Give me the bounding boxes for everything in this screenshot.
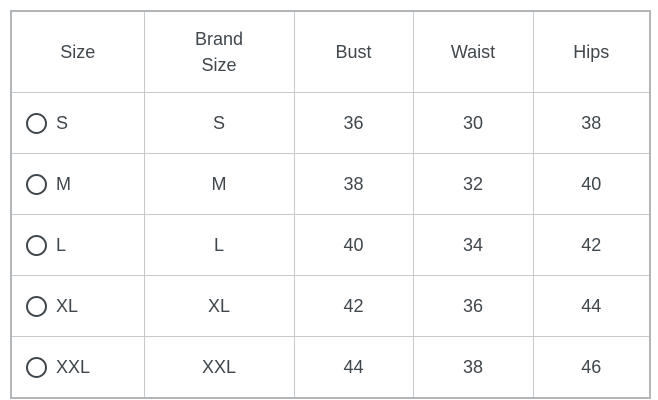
size-option-s[interactable]: S [26,112,143,134]
column-header-brand-size-label: Brand Size [194,28,244,75]
table-row-xl: XL XL 42 36 44 [10,275,651,337]
brand-size-cell: S [143,92,295,154]
size-option-xl[interactable]: XL [26,295,143,317]
size-option-label: S [56,112,69,133]
size-cell-s: S [10,92,145,154]
column-header-hips-label: Hips [573,41,610,62]
size-option-label: M [56,173,71,194]
hips-cell: 38 [532,92,651,154]
size-chart: Size Brand Size Bust Waist Hips S S 36 3… [10,10,651,399]
size-cell-m: M [10,153,145,215]
size-radio-xxl[interactable] [26,356,47,378]
size-option-l[interactable]: L [26,234,143,256]
column-header-bust: Bust [293,10,414,93]
size-chart-table: Size Brand Size Bust Waist Hips S S 36 3… [10,10,651,399]
table-row-l: L L 40 34 42 [10,214,651,276]
header-row: Size Brand Size Bust Waist Hips [10,10,651,93]
hips-cell: 42 [532,214,651,276]
brand-size-cell: XXL [143,336,295,399]
brand-size-cell: M [143,153,295,215]
bust-cell: 42 [293,275,414,337]
hips-cell: 46 [532,336,651,399]
size-radio-l[interactable] [26,234,47,256]
waist-cell: 34 [412,214,534,276]
brand-size-cell: XL [143,275,295,337]
size-option-m[interactable]: M [26,173,143,195]
column-header-size: Size [10,10,145,93]
column-header-size-label: Size [60,41,96,62]
column-header-waist-label: Waist [450,41,496,62]
size-option-xxl[interactable]: XXL [26,356,143,378]
hips-cell: 44 [532,275,651,337]
size-radio-m[interactable] [26,173,47,195]
bust-cell: 38 [293,153,414,215]
column-header-waist: Waist [412,10,534,93]
size-cell-xxl: XXL [10,336,145,399]
waist-cell: 38 [412,336,534,399]
brand-size-cell: L [143,214,295,276]
waist-cell: 32 [412,153,534,215]
size-cell-l: L [10,214,145,276]
table-row-xxl: XXL XXL 44 38 46 [10,336,651,399]
size-radio-xl[interactable] [26,295,47,317]
hips-cell: 40 [532,153,651,215]
column-header-bust-label: Bust [335,41,372,62]
table-row-s: S S 36 30 38 [10,92,651,154]
column-header-brand-size: Brand Size [143,10,295,93]
bust-cell: 36 [293,92,414,154]
waist-cell: 36 [412,275,534,337]
column-header-hips: Hips [532,10,651,93]
waist-cell: 30 [412,92,534,154]
table-row-m: M M 38 32 40 [10,153,651,215]
bust-cell: 40 [293,214,414,276]
bust-cell: 44 [293,336,414,399]
size-cell-xl: XL [10,275,145,337]
size-option-label: L [56,234,67,255]
size-radio-s[interactable] [26,112,47,134]
size-option-label: XXL [56,356,91,377]
size-option-label: XL [56,295,79,316]
